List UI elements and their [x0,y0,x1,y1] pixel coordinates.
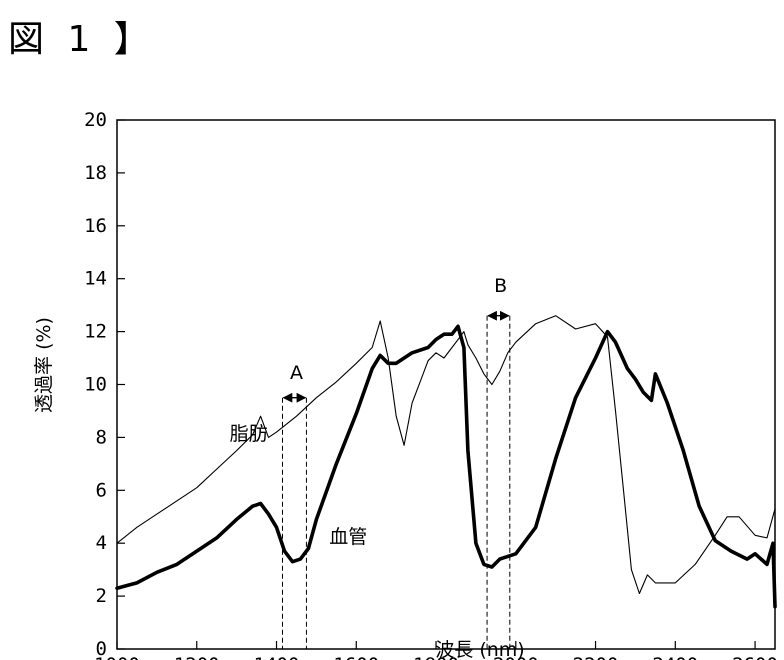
y-axis: 0 2 4 6 8 10 12 14 16 18 20 [84,109,125,660]
y-tick-label: 6 [96,479,107,501]
x-tick-label: 1200 [174,654,220,660]
y-tick-label: 18 [84,162,107,184]
x-tick-label: 2000 [493,654,539,660]
series-line-2 [115,324,777,609]
y-tick-label: 2 [96,585,107,607]
annotation-label: A [290,362,303,384]
plot-frame [116,119,776,650]
y-tick-label: 0 [96,638,107,660]
y-tick-label: 14 [84,268,107,290]
y-tick-label: 20 [84,109,107,131]
wavelength-bands [281,310,511,649]
x-tick-label: 1800 [413,654,459,660]
y-tick-label: 8 [96,426,107,448]
x-tick-label: 1000 [94,654,140,660]
y-tick-label: 12 [84,321,107,343]
y-axis-title: 透過率 (%) [33,317,55,413]
x-tick-label: 2400 [652,654,698,660]
y-tick-label: 10 [84,374,107,396]
x-tick-label: 1600 [333,654,379,660]
x-axis: 1000 1200 1400 1600 1800 2000 2200 2400 2600 [94,641,778,660]
annotation-label: 血管 [329,526,367,548]
series-line-1 [116,315,776,595]
y-tick-label: 4 [96,532,107,554]
x-axis-title: 波長 (nm) [435,639,524,660]
annotation-label: B [494,275,507,297]
figure-label: 図 1 】 [8,19,156,60]
annotation-label: 脂肪 [230,423,268,445]
y-tick-label: 16 [84,215,107,237]
series-lines [115,315,777,609]
x-tick-label: 2600 [732,654,778,660]
x-tick-label: 1400 [254,654,300,660]
x-tick-label: 2200 [573,654,619,660]
